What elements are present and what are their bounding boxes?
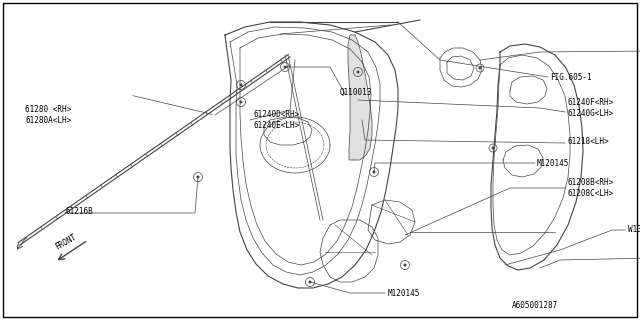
Circle shape: [308, 281, 312, 284]
Circle shape: [239, 84, 243, 86]
Text: 61208B<RH>
61208C<LH>: 61208B<RH> 61208C<LH>: [567, 178, 613, 198]
Text: W130241: W130241: [628, 226, 640, 235]
Circle shape: [492, 147, 495, 149]
Polygon shape: [348, 35, 372, 160]
Text: 61240D<RH>
61240E<LH>: 61240D<RH> 61240E<LH>: [253, 110, 300, 130]
Text: FRONT: FRONT: [54, 233, 78, 252]
Text: 61240F<RH>
61240G<LH>: 61240F<RH> 61240G<LH>: [567, 98, 613, 118]
Text: 61218<LH>: 61218<LH>: [567, 138, 609, 147]
Circle shape: [479, 67, 481, 69]
Circle shape: [196, 175, 200, 179]
Text: M120145: M120145: [388, 289, 420, 298]
Circle shape: [403, 263, 406, 267]
Text: M120145: M120145: [537, 158, 570, 167]
Text: A605001287: A605001287: [512, 301, 558, 310]
Circle shape: [239, 100, 243, 103]
Circle shape: [356, 70, 360, 74]
Text: Q110013: Q110013: [340, 87, 372, 97]
Circle shape: [284, 66, 287, 68]
Circle shape: [372, 171, 376, 173]
Text: FIG.605-1: FIG.605-1: [550, 73, 591, 82]
Text: 61216B: 61216B: [65, 207, 93, 217]
Text: 61280 <RH>
61280A<LH>: 61280 <RH> 61280A<LH>: [25, 105, 71, 125]
